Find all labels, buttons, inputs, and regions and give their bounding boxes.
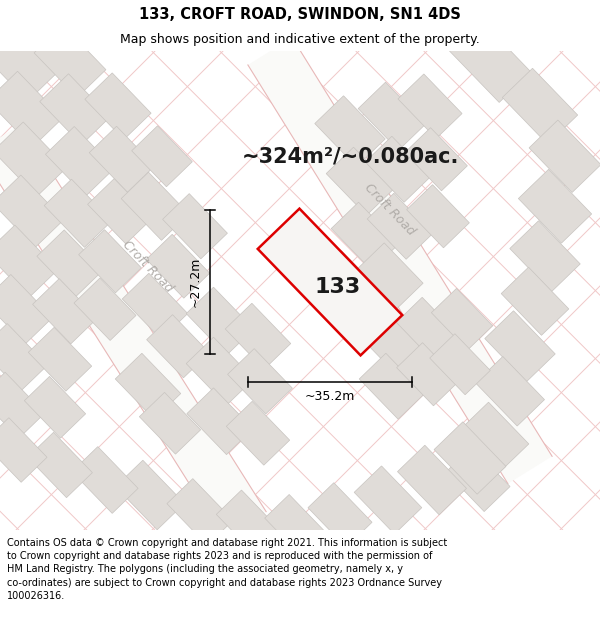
Polygon shape: [186, 288, 254, 355]
Polygon shape: [25, 376, 86, 438]
Text: ~27.2m: ~27.2m: [188, 257, 202, 307]
Polygon shape: [0, 418, 47, 482]
Polygon shape: [88, 179, 152, 244]
Polygon shape: [32, 279, 97, 344]
Polygon shape: [0, 372, 45, 438]
Text: Map shows position and indicative extent of the property.: Map shows position and indicative extent…: [120, 34, 480, 46]
Text: HM Land Registry. The polygons (including the associated geometry, namely x, y: HM Land Registry. The polygons (includin…: [7, 564, 403, 574]
Polygon shape: [475, 356, 545, 426]
Text: co-ordinates) are subject to Crown copyright and database rights 2023 Ordnance S: co-ordinates) are subject to Crown copyr…: [7, 578, 442, 587]
Polygon shape: [446, 447, 510, 511]
Polygon shape: [430, 334, 490, 395]
Polygon shape: [308, 482, 372, 548]
Text: ~35.2m: ~35.2m: [305, 389, 355, 402]
Polygon shape: [0, 324, 47, 391]
Polygon shape: [359, 353, 425, 419]
Polygon shape: [0, 225, 58, 298]
Polygon shape: [248, 38, 552, 484]
Polygon shape: [46, 126, 115, 196]
Polygon shape: [331, 202, 399, 270]
Polygon shape: [28, 432, 92, 498]
Polygon shape: [187, 388, 253, 454]
Polygon shape: [449, 20, 531, 102]
Polygon shape: [434, 422, 506, 494]
Polygon shape: [115, 353, 181, 419]
Polygon shape: [518, 169, 592, 243]
Polygon shape: [501, 268, 569, 335]
Polygon shape: [0, 175, 64, 248]
Text: ~324m²/~0.080ac.: ~324m²/~0.080ac.: [241, 147, 458, 167]
Polygon shape: [358, 82, 426, 150]
Polygon shape: [72, 447, 138, 513]
Polygon shape: [226, 401, 290, 465]
Polygon shape: [367, 193, 433, 259]
Polygon shape: [529, 120, 600, 192]
Polygon shape: [407, 184, 469, 248]
Polygon shape: [44, 179, 112, 248]
Polygon shape: [131, 126, 193, 187]
Polygon shape: [396, 298, 460, 361]
Polygon shape: [510, 221, 580, 292]
Polygon shape: [357, 308, 423, 374]
Polygon shape: [365, 136, 431, 202]
Polygon shape: [313, 251, 383, 322]
Polygon shape: [146, 234, 210, 298]
Polygon shape: [122, 273, 188, 339]
Polygon shape: [0, 21, 59, 101]
Polygon shape: [485, 311, 555, 382]
Text: Contains OS data © Crown copyright and database right 2021. This information is : Contains OS data © Crown copyright and d…: [7, 538, 447, 548]
Text: 100026316.: 100026316.: [7, 591, 65, 601]
Polygon shape: [34, 25, 106, 98]
Polygon shape: [265, 494, 325, 556]
Polygon shape: [167, 479, 233, 546]
Polygon shape: [431, 288, 493, 350]
Polygon shape: [326, 148, 394, 215]
Polygon shape: [354, 466, 422, 534]
Polygon shape: [461, 402, 529, 470]
Polygon shape: [115, 460, 185, 530]
Text: Croft Road: Croft Road: [362, 181, 418, 238]
Polygon shape: [37, 230, 103, 297]
Polygon shape: [397, 445, 467, 515]
Polygon shape: [397, 342, 460, 406]
Polygon shape: [85, 73, 151, 139]
Polygon shape: [398, 74, 462, 139]
Text: 133, CROFT ROAD, SWINDON, SN1 4DS: 133, CROFT ROAD, SWINDON, SN1 4DS: [139, 7, 461, 22]
Polygon shape: [28, 328, 92, 391]
Polygon shape: [0, 124, 266, 538]
Polygon shape: [258, 209, 402, 356]
Polygon shape: [217, 490, 280, 554]
Polygon shape: [0, 274, 53, 344]
Polygon shape: [146, 314, 209, 378]
Polygon shape: [139, 392, 200, 454]
Text: Croft Road: Croft Road: [120, 238, 176, 295]
Polygon shape: [186, 338, 254, 405]
Polygon shape: [225, 303, 291, 369]
Polygon shape: [89, 126, 155, 192]
Polygon shape: [502, 68, 578, 144]
Polygon shape: [163, 194, 227, 259]
Polygon shape: [79, 229, 142, 293]
Text: 133: 133: [315, 277, 361, 297]
Polygon shape: [227, 349, 292, 414]
Polygon shape: [0, 71, 62, 148]
Polygon shape: [40, 74, 110, 145]
Polygon shape: [404, 127, 467, 191]
Polygon shape: [315, 96, 385, 167]
Polygon shape: [0, 122, 67, 196]
Polygon shape: [357, 243, 423, 309]
Text: to Crown copyright and database rights 2023 and is reproduced with the permissio: to Crown copyright and database rights 2…: [7, 551, 433, 561]
Polygon shape: [74, 278, 136, 341]
Polygon shape: [121, 173, 189, 240]
